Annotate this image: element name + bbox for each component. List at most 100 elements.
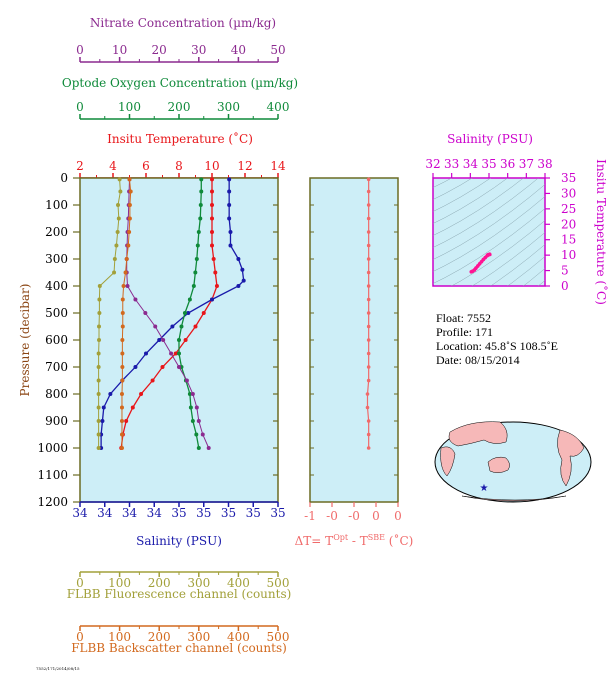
pressure-axis-title: Pressure (decibar)	[18, 284, 32, 397]
ts-density-contour	[433, 184, 545, 260]
salinity-point	[186, 311, 191, 315]
backscatter-point	[120, 324, 125, 329]
ts-density-contour	[451, 220, 545, 286]
delta-t-point	[366, 284, 371, 288]
nitrate-point	[133, 297, 138, 302]
profile-series	[96, 177, 246, 450]
ts-series	[469, 252, 492, 274]
salinity-point	[236, 257, 241, 261]
delta-t-tick-label: -1	[304, 509, 316, 523]
oxygen-point	[187, 392, 192, 396]
backscatter-point	[120, 365, 125, 369]
temperature-point	[210, 243, 214, 248]
oxygen-point	[198, 203, 203, 207]
ts-density-contour	[471, 232, 545, 286]
nitrate-point	[143, 311, 148, 315]
delta-t-point	[366, 216, 371, 221]
ts-density-contour	[433, 178, 473, 200]
fluorescence-point	[114, 243, 119, 248]
info-date: Date: 08/15/2014	[436, 353, 520, 367]
oxygen-point	[196, 230, 201, 234]
ts-density-contour	[433, 178, 453, 188]
nitrate-point	[169, 351, 174, 356]
fluorescence-point	[116, 203, 121, 207]
temperature-tick-label: 6	[142, 159, 150, 173]
ts-x-tick-label: 33	[444, 157, 459, 171]
ts-density-contour	[433, 178, 524, 236]
backscatter-point	[119, 405, 124, 410]
delta-t-point	[366, 203, 371, 207]
oxygen-point	[199, 177, 204, 182]
ts-salinity-axis-title: Salinity (PSU)	[447, 132, 533, 146]
fluorescence-point	[96, 351, 101, 356]
salinity-line	[100, 179, 245, 448]
nitrate-point	[153, 324, 158, 329]
salinity-point	[157, 338, 162, 342]
fluorescence-point	[97, 338, 102, 342]
ts-temperature-axis-title: Insitu Temperature (˚C)	[594, 159, 609, 305]
salinity-point	[210, 297, 214, 302]
backscatter-point	[127, 177, 132, 182]
delta-t-axis-title: ΔT= TOpt - TSBE (˚C)	[295, 533, 414, 548]
pressure-tick-label: 200	[45, 225, 68, 239]
temperature-point	[210, 216, 214, 221]
ts-y-tick-label: 5	[561, 264, 569, 278]
delta-t-plot-area	[309, 177, 399, 503]
delta-t-point	[366, 230, 371, 234]
temperature-axis: 2 4 6 8 10 12 14	[76, 159, 286, 179]
temperature-point	[139, 392, 144, 396]
ts-density-contours	[428, 71, 565, 286]
temperature-tick-label: 2	[76, 159, 84, 173]
backscatter-point	[120, 311, 125, 315]
salinity-point	[100, 419, 105, 423]
fluorescence-point	[96, 446, 101, 450]
salinity-axis: 34 34 34 34 35 35 35 35 35	[72, 501, 286, 520]
oxygen-tick-label: 300	[217, 100, 240, 114]
oxygen-point	[188, 405, 193, 410]
backscatter-point	[120, 351, 125, 356]
salinity-point	[227, 189, 232, 194]
backscatter-point	[119, 432, 124, 437]
temperature-point	[183, 338, 188, 342]
delta-t-tick-label: 0	[372, 509, 380, 523]
oxygen-point	[194, 257, 199, 261]
temperature-point	[130, 405, 135, 410]
delta-t-tick-label: 0	[394, 509, 402, 523]
ts-x-tick-label: 34	[463, 157, 479, 171]
fluorescence-axis: 0 100 200 300 400 500	[76, 571, 289, 590]
oxygen-tick-label: 100	[118, 100, 141, 114]
pressure-tick-label: 300	[45, 252, 68, 266]
temperature-point	[211, 257, 216, 261]
fluorescence-point	[96, 365, 101, 369]
oxygen-point	[193, 270, 198, 275]
nitrate-axis-title: Nitrate Concentration (µm/kg)	[90, 16, 276, 30]
backscatter-tick-label: 0	[76, 630, 84, 644]
nitrate-point	[206, 446, 211, 450]
delta-t-point	[366, 297, 371, 302]
ts-x-tick-label: 38	[537, 157, 552, 171]
ts-y-tick-label: 10	[561, 248, 576, 262]
nitrate-tick-label: 20	[152, 43, 167, 57]
backscatter-tick-label: 500	[267, 630, 290, 644]
footer-code: 7552/171/2014/08/15	[36, 666, 80, 671]
fluorescence-point	[116, 216, 121, 221]
delta-t-point	[366, 324, 371, 329]
ts-x-tick-label: 37	[519, 157, 534, 171]
delta-t-point	[366, 177, 371, 182]
salinity-tick-label: 34	[97, 506, 113, 520]
fluorescence-point	[97, 324, 102, 329]
ts-x-tick-label: 32	[425, 157, 440, 171]
ts-y-tick-label: 30	[561, 186, 576, 200]
fluorescence-point	[96, 419, 101, 423]
backscatter-point	[121, 284, 126, 288]
oxygen-point	[179, 324, 184, 329]
oxygen-point	[194, 432, 199, 437]
ts-density-contour	[428, 71, 565, 166]
nitrate-point	[125, 284, 130, 288]
temperature-point	[210, 189, 214, 194]
delta-t-point	[366, 189, 371, 194]
salinity-point	[227, 203, 232, 207]
pressure-tick-label: 100	[45, 198, 68, 212]
delta-t-axis: -1 -0 -0 0 0	[304, 177, 402, 523]
